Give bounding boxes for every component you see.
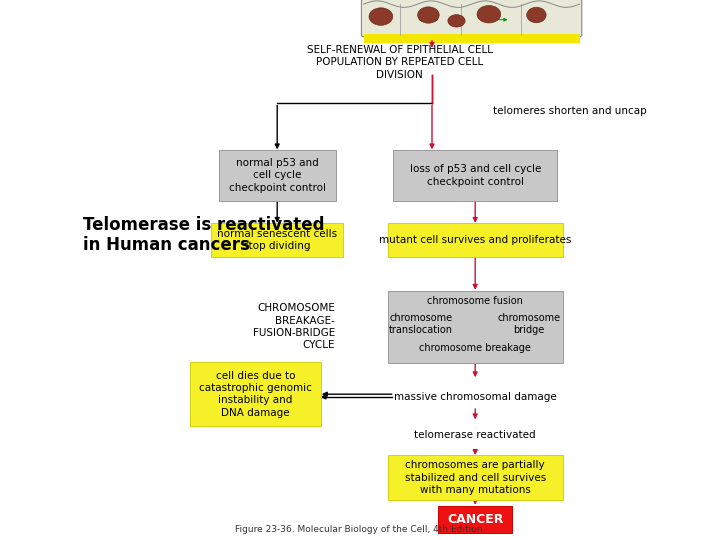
Ellipse shape bbox=[526, 7, 546, 23]
FancyBboxPatch shape bbox=[387, 455, 563, 500]
Text: chromosome breakage: chromosome breakage bbox=[419, 343, 531, 353]
FancyBboxPatch shape bbox=[387, 223, 563, 257]
Text: chromosomes are partially
stabilized and cell survives
with many mutations: chromosomes are partially stabilized and… bbox=[405, 461, 546, 495]
Text: normal senescent cells
stop dividing: normal senescent cells stop dividing bbox=[217, 229, 337, 252]
Ellipse shape bbox=[369, 8, 393, 25]
Text: Telomerase is reactivated
in Human cancers: Telomerase is reactivated in Human cance… bbox=[83, 215, 324, 254]
Text: chromosome
bridge: chromosome bridge bbox=[498, 313, 561, 335]
FancyBboxPatch shape bbox=[364, 34, 580, 43]
Ellipse shape bbox=[477, 5, 501, 23]
Text: chromosome fusion: chromosome fusion bbox=[427, 296, 523, 306]
Ellipse shape bbox=[418, 7, 439, 23]
Ellipse shape bbox=[448, 15, 465, 27]
FancyBboxPatch shape bbox=[189, 362, 321, 426]
Text: SELF-RENEWAL OF EPITHELIAL CELL
POPULATION BY REPEATED CELL
DIVISION: SELF-RENEWAL OF EPITHELIAL CELL POPULATI… bbox=[307, 45, 492, 79]
FancyBboxPatch shape bbox=[212, 223, 343, 257]
Text: chromosome
translocation: chromosome translocation bbox=[390, 313, 453, 335]
Text: Figure 23-36. Molecular Biology of the Cell, 4th Edition.: Figure 23-36. Molecular Biology of the C… bbox=[235, 524, 485, 534]
FancyBboxPatch shape bbox=[393, 150, 557, 200]
Text: CHROMOSOME
BREAKAGE-
FUSION-BRIDGE
CYCLE: CHROMOSOME BREAKAGE- FUSION-BRIDGE CYCLE bbox=[253, 303, 335, 350]
Text: massive chromosomal damage: massive chromosomal damage bbox=[394, 392, 557, 402]
FancyBboxPatch shape bbox=[361, 0, 582, 37]
Text: normal p53 and
cell cycle
checkpoint control: normal p53 and cell cycle checkpoint con… bbox=[229, 158, 325, 193]
Text: telomeres shorten and uncap: telomeres shorten and uncap bbox=[493, 106, 647, 116]
Text: cell dies due to
catastrophic genomic
instability and
DNA damage: cell dies due to catastrophic genomic in… bbox=[199, 370, 312, 418]
FancyBboxPatch shape bbox=[219, 150, 336, 200]
FancyBboxPatch shape bbox=[387, 291, 563, 363]
Text: mutant cell survives and proliferates: mutant cell survives and proliferates bbox=[379, 235, 572, 245]
Text: telomerase reactivated: telomerase reactivated bbox=[415, 430, 536, 440]
Text: loss of p53 and cell cycle
checkpoint control: loss of p53 and cell cycle checkpoint co… bbox=[410, 164, 541, 187]
FancyBboxPatch shape bbox=[438, 506, 513, 533]
Text: CANCER: CANCER bbox=[447, 513, 503, 526]
